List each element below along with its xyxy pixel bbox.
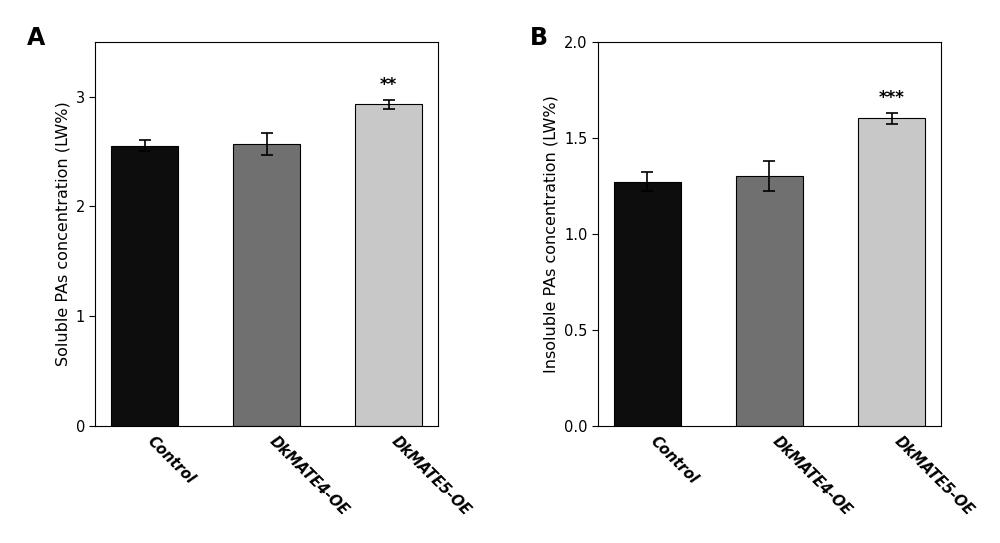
Y-axis label: Soluble PAs concentration (LW%): Soluble PAs concentration (LW%) — [55, 101, 70, 366]
Text: **: ** — [380, 76, 397, 94]
Bar — [111, 146, 178, 426]
Bar — [355, 104, 422, 426]
Text: B: B — [530, 27, 548, 50]
Y-axis label: Insoluble PAs concentration (LW%): Insoluble PAs concentration (LW%) — [544, 94, 559, 372]
Bar — [614, 182, 681, 426]
Bar — [233, 144, 300, 426]
Bar — [858, 118, 925, 426]
Text: A: A — [27, 27, 45, 50]
Text: ***: *** — [879, 89, 904, 107]
Bar — [736, 176, 803, 426]
